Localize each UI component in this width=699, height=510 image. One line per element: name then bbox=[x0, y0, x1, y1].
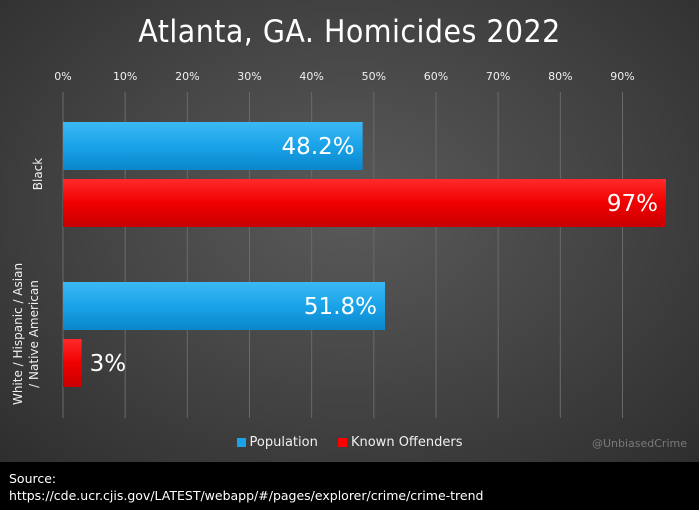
x-tick-label-0: 0% bbox=[54, 70, 71, 83]
x-tick-label-60: 60% bbox=[424, 70, 448, 83]
x-tick-label-90: 90% bbox=[610, 70, 634, 83]
data-label-offenders-0: 97% bbox=[607, 191, 658, 217]
source-label: Source: bbox=[9, 471, 57, 486]
source-url: https://cde.ucr.cjis.gov/LATEST/webapp/#… bbox=[9, 488, 484, 503]
bar-offenders-1 bbox=[63, 339, 82, 387]
bar-chart: 0% 10% 20% 30% 40% 50% 60% 70% 80% 90% 48.2% 97% 51… bbox=[11, 70, 666, 418]
category-label-0: Black bbox=[31, 158, 45, 191]
legend-swatch-offenders bbox=[337, 438, 347, 447]
legend: Population Known Offenders bbox=[0, 435, 699, 451]
legend-item-offenders: Known Offenders bbox=[337, 435, 463, 450]
legend-swatch-population bbox=[236, 438, 246, 447]
data-label-population-1: 51.8% bbox=[304, 294, 377, 320]
source-note: Source: https://cde.ucr.cjis.gov/LATEST/… bbox=[9, 470, 483, 504]
chart-title: Atlanta, GA. Homicides 2022 bbox=[138, 14, 561, 50]
category-label-line-0-0: Black bbox=[31, 158, 45, 191]
category-label-line-1-0: White / Hispanic / Asian bbox=[11, 263, 25, 405]
x-tick-label-50: 50% bbox=[362, 70, 386, 83]
x-tick-label-70: 70% bbox=[486, 70, 510, 83]
x-tick-label-80: 80% bbox=[548, 70, 572, 83]
bar-population-0 bbox=[63, 122, 363, 170]
data-label-population-0: 48.2% bbox=[282, 134, 355, 160]
x-tick-label-10: 10% bbox=[113, 70, 137, 83]
bar-offenders-0 bbox=[63, 179, 666, 227]
category-label-line-1-1: / Native American bbox=[27, 280, 41, 388]
data-label-offenders-1: 3% bbox=[90, 351, 127, 377]
x-tick-label-30: 30% bbox=[237, 70, 261, 83]
x-tick-label-40: 40% bbox=[299, 70, 323, 83]
legend-label-population: Population bbox=[249, 435, 318, 450]
legend-label-offenders: Known Offenders bbox=[350, 435, 463, 450]
bar-population-1 bbox=[63, 282, 386, 330]
category-label-1: White / Hispanic / Asian / Native America… bbox=[11, 263, 41, 405]
x-tick-label-20: 20% bbox=[175, 70, 199, 83]
watermark: @UnbiasedCrime bbox=[591, 437, 687, 450]
legend-item-population: Population bbox=[236, 435, 318, 450]
chart-area bbox=[0, 0, 699, 462]
